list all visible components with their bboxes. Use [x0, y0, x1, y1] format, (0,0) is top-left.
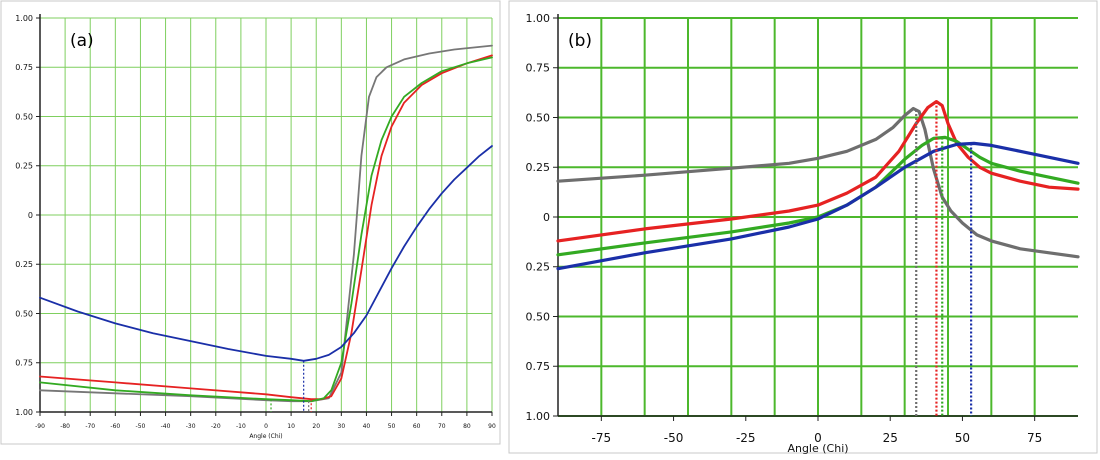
x-axis-label: Angle (Chi)	[787, 442, 848, 455]
y-tick-label: 0.75	[526, 360, 551, 373]
x-tick-label: 10	[287, 423, 295, 430]
x-tick-label: 70	[438, 423, 446, 430]
y-tick-label: 1.00	[526, 12, 551, 25]
x-tick-label: -60	[110, 423, 120, 430]
y-tick-label: 0.50	[15, 309, 33, 318]
y-tick-label: 0	[543, 211, 550, 224]
x-tick-label: 25	[883, 431, 898, 445]
y-tick-label: 1.00	[15, 408, 33, 417]
series-line-gray	[39, 44, 493, 403]
y-tick-label: 0.50	[526, 310, 551, 323]
y-tick-label: 1.00	[526, 410, 551, 423]
series-line-red	[556, 99, 1080, 243]
y-tick-label: 0.25	[526, 161, 551, 174]
y-tick-label: 0.75	[15, 63, 33, 72]
x-tick-label: 50	[955, 431, 970, 445]
x-tick-label: 90	[488, 423, 496, 430]
x-tick-label: -90	[35, 423, 45, 430]
panel-frame-b	[508, 0, 1098, 454]
y-tick-label: 0	[28, 211, 33, 220]
panel-label: (b)	[568, 31, 592, 51]
y-tick-label: 0.25	[15, 260, 33, 269]
x-axis-label: Angle (Chi)	[249, 433, 282, 440]
series-line-blue	[39, 145, 493, 362]
x-tick-label: -50	[664, 431, 684, 445]
x-tick-label: 0	[264, 423, 268, 430]
x-tick-label: -25	[736, 431, 756, 445]
x-tick-label: -10	[236, 423, 246, 430]
y-tick-label: 0.25	[15, 162, 33, 171]
x-tick-label: 40	[363, 423, 371, 430]
y-tick-label: 0.50	[526, 111, 551, 124]
x-tick-label: 60	[413, 423, 421, 430]
x-tick-label: 75	[1027, 431, 1042, 445]
y-tick-label: 1.00	[15, 14, 33, 23]
series-line-green	[556, 135, 1080, 257]
y-tick-label: 0.75	[15, 359, 33, 368]
x-tick-label: -20	[211, 423, 221, 430]
x-tick-label: -70	[85, 423, 95, 430]
x-tick-label: 80	[463, 423, 471, 430]
x-tick-label: -75	[592, 431, 612, 445]
x-tick-label: -40	[161, 423, 171, 430]
x-tick-label: -30	[186, 423, 196, 430]
chart-panel-b: 1.00 0.75 0.50 0.25 0 0.25 0.50 0.75 1.00 -75 -50 -…	[508, 0, 1098, 455]
x-tick-label: 20	[312, 423, 320, 430]
panel-label: (a)	[70, 31, 94, 51]
y-tick-label: 0.25	[526, 261, 551, 274]
series-line-green	[39, 56, 493, 403]
x-tick-label: 30	[338, 423, 346, 430]
x-tick-label: -80	[60, 423, 70, 430]
y-tick-label: 0.75	[526, 62, 551, 75]
series-line-gray	[556, 106, 1080, 259]
x-tick-label: 50	[388, 423, 396, 430]
series-line-blue	[556, 141, 1080, 271]
y-tick-label: 0.50	[15, 112, 33, 121]
x-tick-label: 0	[814, 431, 822, 445]
x-tick-label: -50	[136, 423, 146, 430]
series-line-red	[39, 54, 493, 401]
